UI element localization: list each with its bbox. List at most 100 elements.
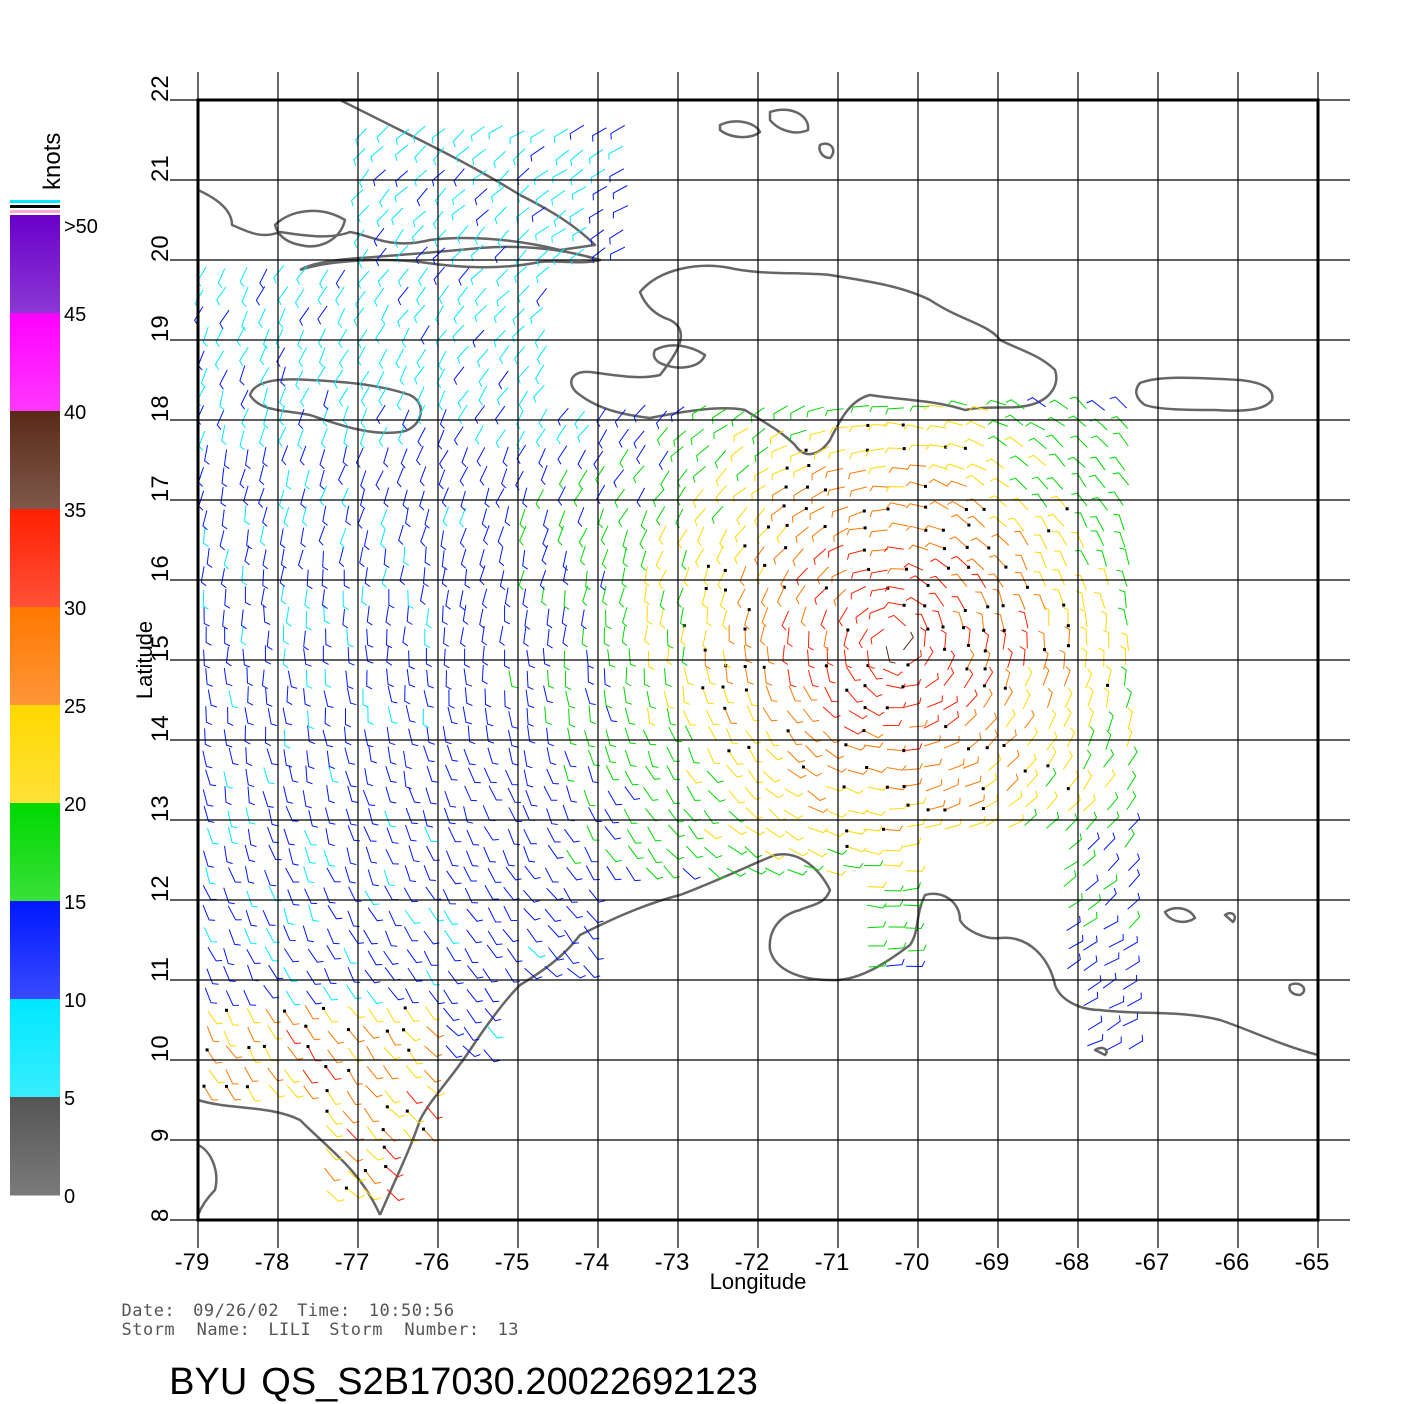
wind-barb (224, 589, 231, 609)
wind-barb (849, 424, 868, 433)
wind-barb (359, 547, 365, 568)
wind-barb (540, 465, 548, 486)
wind-barb (621, 567, 627, 588)
wind-barb (530, 129, 545, 144)
wind-barb (903, 900, 923, 907)
wind-barb (530, 307, 544, 325)
wind-barb (943, 420, 964, 427)
wind-barb (333, 369, 344, 389)
wind-barb (322, 986, 338, 1001)
wind-barb (470, 126, 485, 142)
legend-label: 45 (64, 304, 86, 326)
wind-barb (378, 349, 388, 369)
wind-barb (744, 786, 762, 800)
lat-tick-label: 12 (147, 875, 174, 902)
wind-barb (463, 866, 477, 882)
rain-flag (962, 626, 965, 630)
lon-tick-label: -73 (655, 1249, 690, 1276)
wind-barb (756, 565, 766, 585)
wind-barb (224, 845, 233, 865)
wind-barb (822, 706, 841, 719)
wind-barb (367, 950, 383, 966)
wind-barb (1031, 493, 1048, 508)
wind-barb (884, 586, 905, 592)
rain-flag (807, 464, 811, 467)
wind-barb (612, 185, 628, 200)
wind-barb (968, 794, 985, 807)
wind-barb (518, 569, 525, 590)
wind-barb (519, 509, 526, 529)
wind-barb (284, 729, 291, 749)
wind-barb (1080, 626, 1088, 646)
wind-barb (1085, 811, 1098, 831)
wind-barb (483, 846, 496, 863)
wind-barb (335, 286, 345, 306)
wind-barb (625, 666, 632, 687)
wind-barb (562, 550, 569, 571)
wind-barb (655, 550, 664, 571)
wind-barb (547, 844, 564, 859)
lon-tick-label: -75 (495, 1249, 530, 1276)
wind-barb (605, 729, 617, 748)
wind-barb (788, 685, 802, 702)
wind-barb (982, 773, 997, 790)
wind-barb (358, 249, 369, 269)
wind-barb (488, 125, 504, 140)
wind-barb (504, 506, 511, 527)
wind-barb (985, 458, 1005, 469)
wind-barb (417, 386, 425, 407)
legend-label: 15 (64, 892, 86, 914)
lat-tick-label: 13 (147, 795, 174, 822)
wind-barb (385, 1166, 404, 1178)
wind-barb (782, 645, 789, 665)
wind-barb (706, 666, 716, 685)
wind-barb (306, 750, 315, 770)
wind-barb (202, 326, 209, 347)
wind-barb (307, 948, 324, 963)
wind-barb (905, 481, 926, 487)
wind-barb (267, 708, 277, 727)
wind-barb (472, 329, 485, 348)
wind-barb (883, 860, 904, 867)
wind-barb (423, 690, 434, 708)
wind-barb (808, 805, 829, 814)
wind-barb (765, 685, 778, 702)
wind-barb (604, 746, 616, 764)
wind-barb (342, 608, 349, 629)
wind-barb (385, 628, 393, 649)
wind-barb (581, 627, 588, 648)
wind-barb (280, 584, 287, 605)
wind-barb (538, 408, 548, 429)
wind-barb (705, 709, 720, 725)
wind-barb (762, 707, 778, 722)
time-value: 10:50:56 (368, 1301, 455, 1321)
wind-barb (219, 390, 225, 411)
wind-barb (457, 389, 469, 409)
rain-flag (845, 829, 849, 833)
wind-barb (1046, 811, 1060, 829)
wind-barb (343, 569, 350, 589)
wind-barb (867, 785, 888, 791)
wind-barb (275, 328, 284, 349)
wind-barb (776, 587, 785, 607)
wind-barb (1067, 953, 1081, 970)
rain-flag (967, 565, 971, 569)
rain-flag (405, 1109, 409, 1113)
wind-barb (507, 729, 518, 748)
wind-barb (420, 325, 430, 345)
wind-barb (462, 1045, 481, 1058)
wind-barb (305, 669, 313, 689)
wind-barb (326, 945, 342, 960)
rain-flag (324, 1065, 328, 1069)
wind-barb (327, 904, 343, 920)
wind-barb (623, 808, 638, 824)
wind-barb (556, 424, 567, 445)
wind-barb (440, 530, 447, 551)
wind-barb (1124, 828, 1135, 848)
wind-barb (787, 669, 797, 688)
wind-barb (728, 845, 748, 855)
wind-barb (307, 725, 316, 745)
rain-flag (987, 546, 991, 550)
wind-barb (1004, 668, 1011, 689)
wind-barb (514, 266, 528, 283)
